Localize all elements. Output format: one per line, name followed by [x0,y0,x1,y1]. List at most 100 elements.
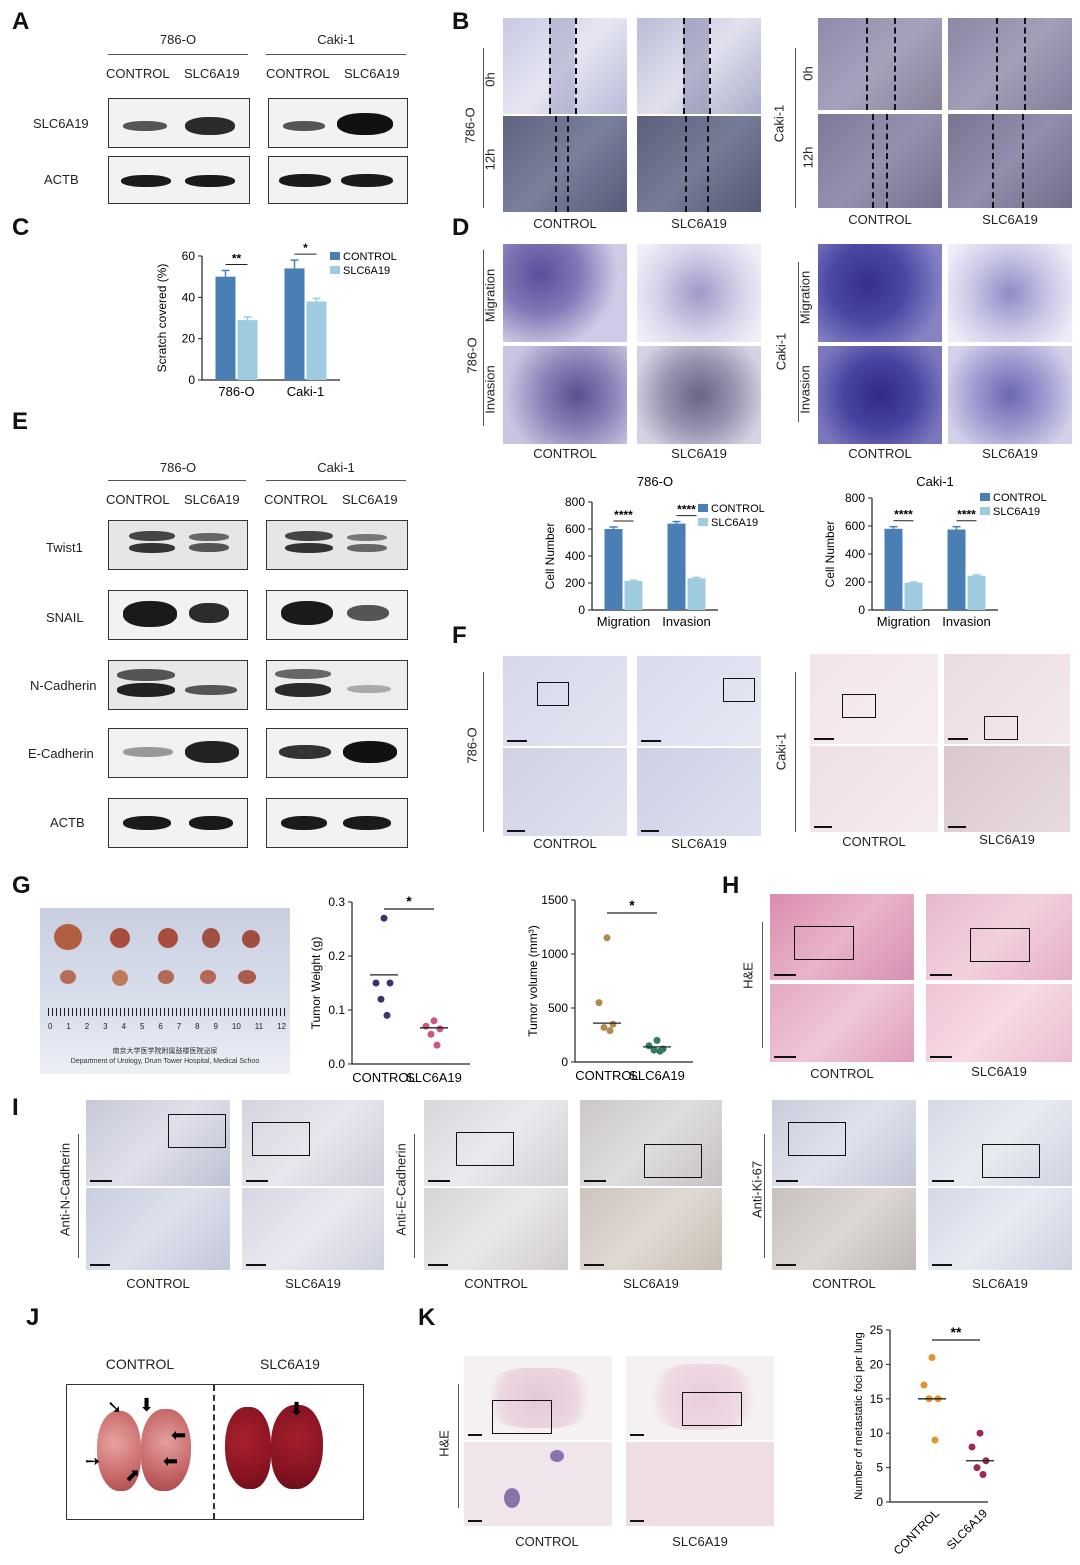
ruler-number: 7 [176,1022,182,1031]
y-tick-label: 60 [182,249,196,263]
y-tick-label: 600 [845,519,865,533]
stain-label: Anti-N-Cadherin [57,1142,73,1237]
group-label: SLC6A19 [972,1276,1028,1291]
legend-label: CONTROL [993,492,1047,504]
cell-line-caki1-label: Caki-1 [773,732,789,771]
y-tick-label: 15 [870,1392,884,1406]
stain-label: Anti-Ki-67 [749,1160,765,1219]
y-axis-label: Tumor Weight (g) [309,937,323,1030]
panel-label-a: A [12,8,30,35]
y-tick-label: 40 [182,290,196,304]
assay-label: Invasion [482,365,498,414]
data-point [609,1020,617,1028]
western-blot [268,156,408,204]
lane-slc-label: SLC6A19 [184,66,240,81]
y-tick-label: 20 [182,332,196,346]
data-point [595,999,603,1007]
ruler-number: 4 [121,1022,127,1031]
western-blot [266,590,408,640]
protein-label: ACTB [44,172,79,187]
y-tick-label: 0 [188,373,195,387]
y-tick-label: 0 [561,1055,568,1069]
ihc-image [580,1100,722,1186]
panel-label-c: C [12,214,30,241]
significance-label: ** [232,251,242,265]
group-label: CONTROL [533,836,597,851]
ruler-number: 12 [277,1022,286,1031]
y-tick-label: 1000 [541,947,568,961]
data-point [606,1027,614,1035]
ruler-number: 6 [158,1022,163,1031]
arrow-icon: ⬇ [289,1399,305,1419]
legend-swatch [330,266,340,274]
ihc-image [242,1188,384,1270]
lane-control-label: CONTROL [106,66,170,81]
x-tick-label: Migration [877,614,930,629]
ruler-number: 5 [139,1022,145,1031]
panel-label-i: I [12,1094,19,1121]
migration-bar-chart-caki1: 0 200 400 600 800 Cell Number Migration **** Inv… [823,474,1047,629]
bar [904,582,923,610]
ruler-number: 10 [231,1022,241,1031]
data-point [430,1017,438,1025]
x-tick-label: SLC6A19 [629,1068,685,1083]
data-point [386,979,394,987]
x-tick-label: SLC6A19 [406,1070,462,1085]
x-tick-label: CONTROL [575,1068,639,1083]
group-label: CONTROL [533,216,597,231]
ihc-image [928,1188,1072,1270]
cell-line-786o-label: 786-O [159,460,197,475]
panel-label-b: B [452,8,470,35]
histology-image [503,748,627,836]
significance-label: **** [614,508,633,522]
y-tick-label: 25 [870,1323,884,1337]
data-point [377,995,385,1003]
group-label: SLC6A19 [979,832,1035,847]
data-point [656,1047,664,1055]
group-label: CONTROL [842,834,906,849]
group-label: SLC6A19 [671,446,727,461]
cell-line-786o-label: 786-O [464,337,480,374]
western-blot [108,98,250,148]
data-point [383,1011,391,1019]
group-label: SLC6A19 [285,1276,341,1291]
panel-label-d: D [452,214,470,241]
ruler-caption-cn: 南京大学医学院附属鼓楼医院泌尿 [112,1048,218,1055]
western-blot [266,798,408,848]
protein-label: Twist1 [46,540,83,555]
ihc-image [424,1100,568,1186]
panel-label-h: H [722,872,740,899]
he-image [464,1442,612,1526]
group-label: SLC6A19 [671,836,727,851]
panel-label-j: J [26,1304,40,1331]
arrow-icon: ⬈ [125,1465,141,1485]
significance-label: **** [894,508,913,522]
data-point [979,1470,987,1478]
y-tick-label: 600 [565,522,585,536]
y-tick-label: 400 [565,549,585,563]
ruler-number: 3 [103,1022,108,1031]
scratch-image [948,18,1072,110]
group-label: SLC6A19 [260,1356,320,1372]
group-label: CONTROL [105,1356,175,1372]
legend-label: CONTROL [711,503,765,515]
ihc-image [928,1100,1072,1186]
data-point [600,1023,608,1031]
data-point [422,1022,430,1030]
ihc-image [772,1100,916,1186]
bar [624,580,643,610]
x-tick-label: CONTROL [891,1506,943,1558]
y-axis-label: Cell Number [823,521,837,588]
group-label: SLC6A19 [982,446,1038,461]
lane-control-label: CONTROL [266,66,330,81]
group-label: CONTROL [464,1276,528,1291]
stain-label: H&E [740,962,756,989]
data-point [931,1436,939,1444]
legend-swatch [698,504,708,512]
significance-label: * [406,893,412,909]
y-tick-label: 800 [565,495,585,509]
arrow-icon: ➘ [107,1397,123,1417]
group-label: CONTROL [848,446,912,461]
legend-swatch [698,518,708,526]
